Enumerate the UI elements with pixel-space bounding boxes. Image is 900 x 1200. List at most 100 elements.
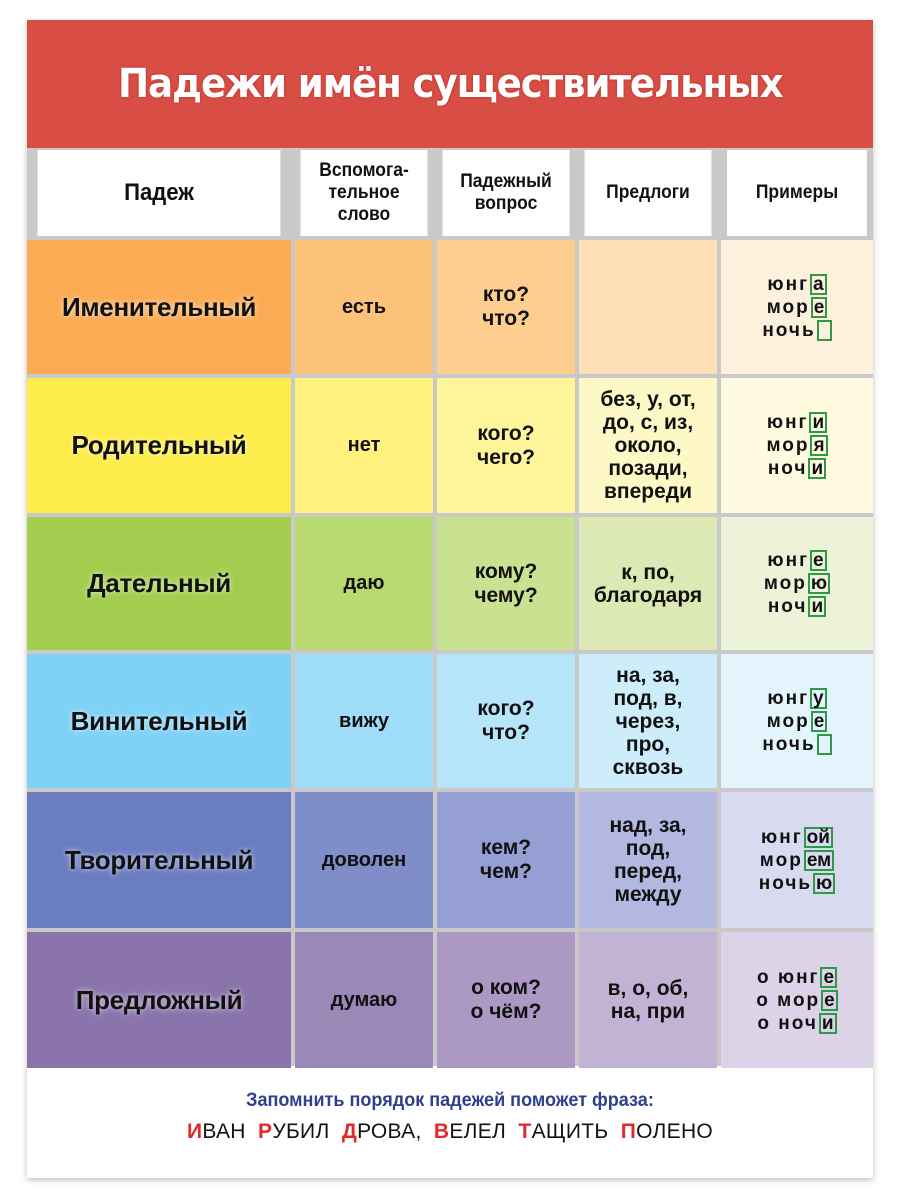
example-stem: юнг xyxy=(761,826,803,848)
ending-box: е xyxy=(810,550,827,572)
poster-card: Падежи имён существительных Падеж Вспомог… xyxy=(27,20,873,1178)
example-stem: ноч xyxy=(767,596,808,617)
prepositions: без, у, от, до, с, из, около, позади, вперед… xyxy=(579,378,717,513)
case-name: Предложный xyxy=(27,932,291,1068)
ending-box: и xyxy=(809,412,828,434)
example-word: мор я xyxy=(766,434,828,457)
header-prepositions: Предлоги xyxy=(584,150,712,236)
preposition-line: на, при xyxy=(610,1000,686,1023)
ending-box: а xyxy=(810,273,827,295)
ending-box: и xyxy=(808,596,827,618)
question-line: о ком? xyxy=(471,976,541,999)
page-title: Падежи имён существительных xyxy=(117,61,784,107)
helper-word: вижу xyxy=(295,654,433,788)
case-name: Родительный xyxy=(27,378,291,513)
header-question-label: Падежный вопрос xyxy=(460,171,552,214)
ending-box: у xyxy=(810,687,827,709)
example-stem: юнг xyxy=(767,687,810,709)
header-case: Падеж xyxy=(37,150,281,236)
example-stem: мор xyxy=(766,710,810,732)
header-examples-label: Примеры xyxy=(755,182,839,203)
preposition-line: до, с, из, xyxy=(602,411,694,434)
example-word: ночь xyxy=(762,733,832,756)
preposition-line: через, xyxy=(615,709,681,733)
helper-word: даю xyxy=(295,517,433,650)
example-word: юнг и xyxy=(767,411,828,434)
preposition-line: под, в, xyxy=(613,686,683,710)
question-line: что? xyxy=(482,307,530,330)
example-stem: ноч xyxy=(767,458,808,479)
example-word: ноч и xyxy=(767,457,827,480)
question-line: что? xyxy=(482,721,530,744)
preposition-line: благодаря xyxy=(593,583,703,607)
example-stem: о мор xyxy=(756,989,821,1011)
example-word: мор е xyxy=(767,296,828,319)
question-line: о чём? xyxy=(470,1000,542,1023)
phrase-rest: ОЛЕНО xyxy=(636,1120,714,1143)
example-stem: о юнг xyxy=(756,966,820,988)
header-examples: Примеры xyxy=(727,150,867,236)
preposition-line: к, по, xyxy=(621,560,675,584)
prepositions xyxy=(579,240,717,374)
header-prepositions-label: Предлоги xyxy=(606,182,690,203)
examples: юнг а мор е ночь xyxy=(721,240,873,374)
cases-table: Падеж Вспомога- тельное слово Падежный воп… xyxy=(27,148,873,1068)
example-stem: мор xyxy=(766,296,810,318)
helper-word: думаю xyxy=(295,932,433,1068)
ending-box xyxy=(816,319,832,341)
example-stem: ночь xyxy=(758,872,813,894)
example-word: юнг ой xyxy=(761,826,833,849)
question-line: кому? xyxy=(474,559,538,583)
prepositions: над, за, под, перед, между xyxy=(579,792,717,928)
phrase-rest: ЕЛЕЛ xyxy=(449,1120,507,1143)
phrase-word: ИВАН xyxy=(187,1120,246,1143)
phrase-word: ВЕЛЕЛ xyxy=(434,1120,506,1143)
header-question: Падежный вопрос xyxy=(442,150,570,236)
header-case-label: Падеж xyxy=(124,179,194,206)
phrase-initial: И xyxy=(186,1120,203,1143)
ending-box: е xyxy=(810,710,828,732)
preposition-line: между xyxy=(614,883,682,906)
example-word: о ноч и xyxy=(757,1012,837,1035)
case-question: кого? чего? xyxy=(437,378,575,513)
case-name: Именительный xyxy=(27,240,291,374)
example-word: ночь ю xyxy=(759,872,836,895)
preposition-line: позади, xyxy=(608,457,688,480)
preposition-line: перед, xyxy=(613,860,683,883)
example-word: юнг у xyxy=(767,687,827,710)
phrase-word: РУБИЛ xyxy=(258,1120,330,1143)
phrase-initial: Р xyxy=(258,1120,273,1143)
ending-box xyxy=(816,733,832,755)
ending-box: я xyxy=(810,435,828,457)
ending-box: е xyxy=(810,296,828,318)
phrase-initial: П xyxy=(620,1120,637,1143)
header-helper-word-label: Вспомога- тельное слово xyxy=(319,160,409,225)
preposition-line: около, xyxy=(614,434,682,457)
preposition-line: без, у, от, xyxy=(600,388,696,411)
example-word: юнг а xyxy=(767,273,827,296)
preposition-line: на, за, xyxy=(616,663,680,687)
example-word: о мор е xyxy=(756,989,838,1012)
examples: юнг ой мор ем ночь ю xyxy=(721,792,873,928)
question-line: кто? xyxy=(482,283,530,306)
question-line: кого? xyxy=(477,697,535,720)
case-name: Творительный xyxy=(27,792,291,928)
examples: юнг и мор я ноч и xyxy=(721,378,873,513)
ending-box: и xyxy=(818,1012,837,1034)
example-word: мор ю xyxy=(764,572,831,595)
example-stem: юнг xyxy=(767,550,810,571)
mnemonic-phrase: ИВАН РУБИЛ ДРОВА, ВЕЛЕЛ ТАЩИТЬ ПОЛЕНО xyxy=(27,1120,873,1144)
helper-word: нет xyxy=(295,378,433,513)
phrase-rest: ВАН xyxy=(202,1120,246,1143)
case-question: кем? чем? xyxy=(437,792,575,928)
ending-box: ю xyxy=(807,573,831,595)
phrase-word: ТАЩИТЬ xyxy=(518,1120,608,1143)
example-word: мор ем xyxy=(760,849,835,872)
phrase-rest: АЩИТЬ xyxy=(531,1120,609,1143)
prepositions: к, по, благодаря xyxy=(579,517,717,650)
example-stem: ночь xyxy=(762,319,816,341)
case-question: кого? что? xyxy=(437,654,575,788)
ending-box: ой xyxy=(803,826,833,848)
preposition-line: сквозь xyxy=(612,755,684,779)
ending-box: ем xyxy=(803,849,835,871)
